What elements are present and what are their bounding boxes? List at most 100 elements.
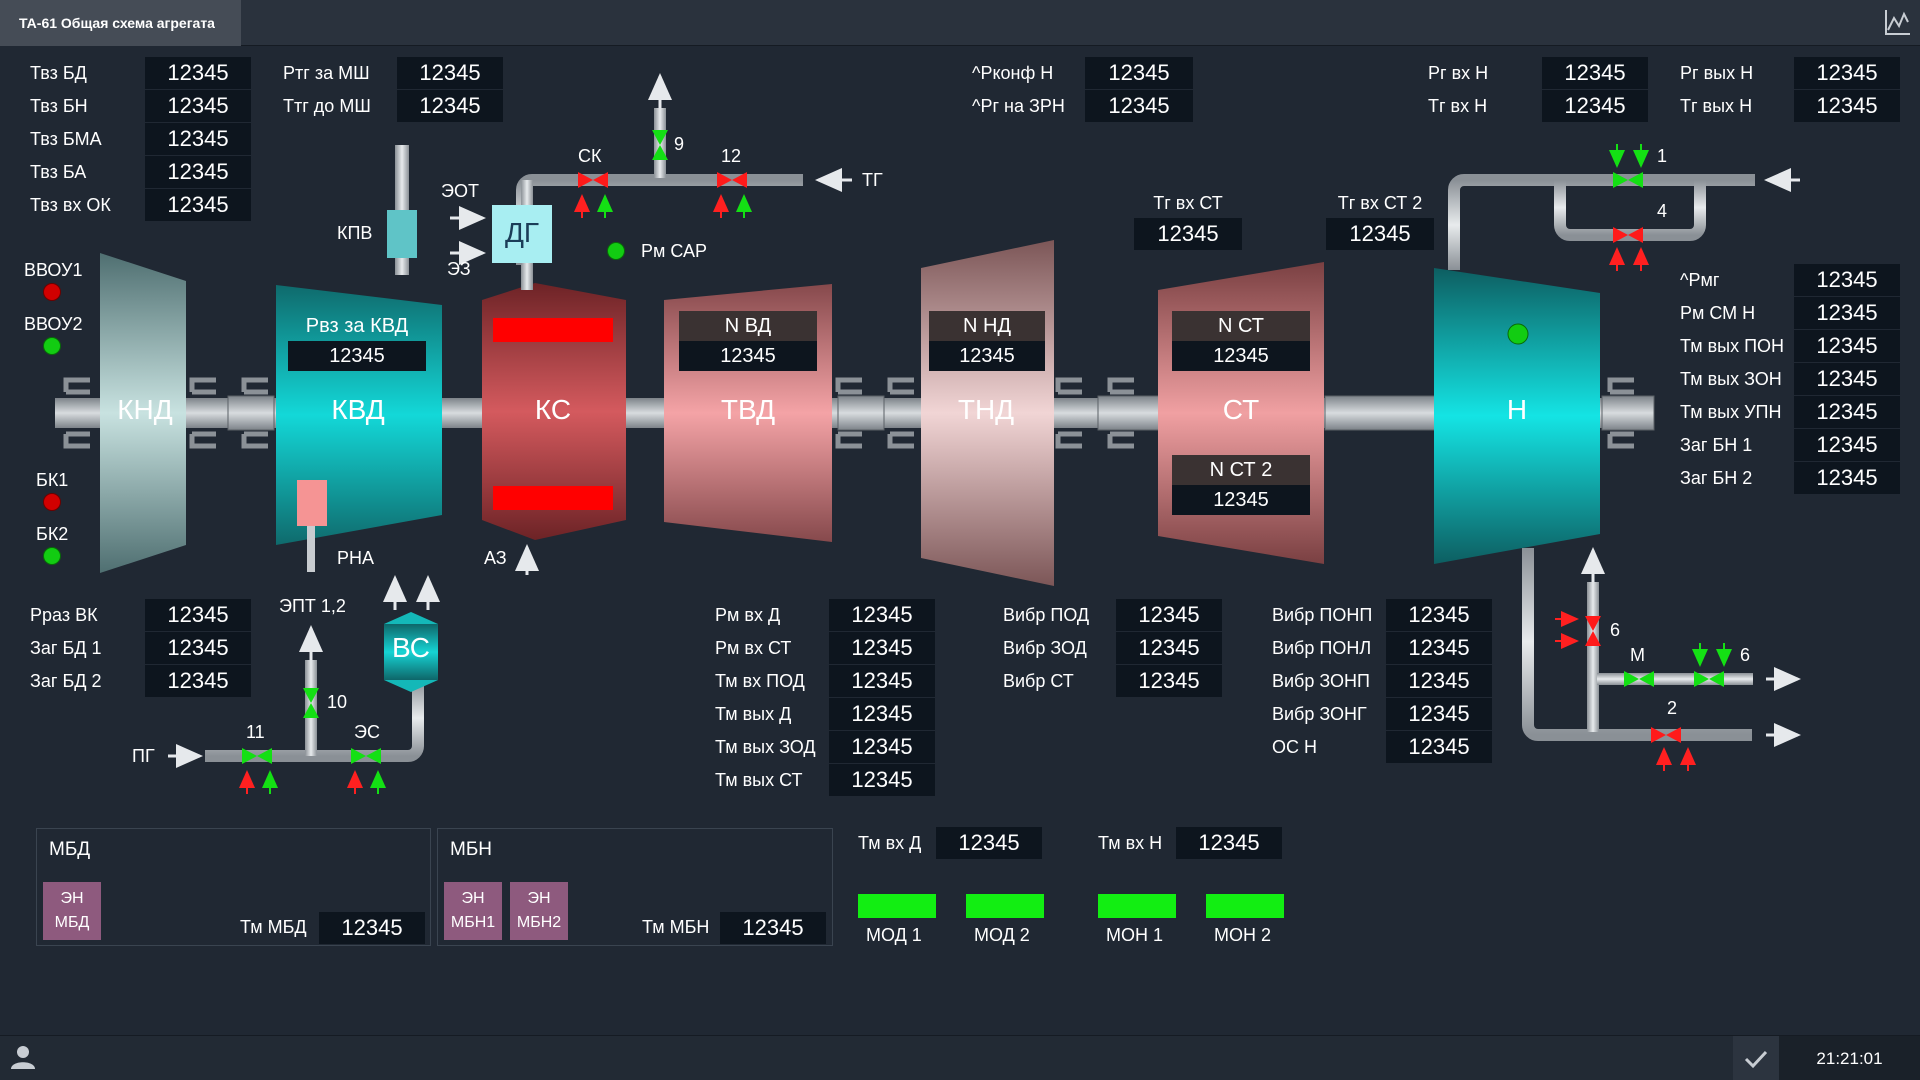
left-param-value: 12345 <box>145 90 251 122</box>
mbd-pump-button[interactable]: ЭН МБД <box>43 882 101 940</box>
label-valve-4[interactable]: 4 <box>1657 201 1668 221</box>
label-kpv: КПВ <box>337 223 373 243</box>
reg-param-label: ^Рконф Н <box>972 63 1054 83</box>
left-param-label: Твз БД <box>30 63 87 83</box>
n-status-lamp <box>1507 323 1529 345</box>
label-valve-9[interactable]: 9 <box>674 134 685 154</box>
oil-param-value: 12345 <box>829 764 935 796</box>
vibr-pump-param-value: 12345 <box>1386 632 1492 664</box>
mbn-pump2-button[interactable]: ЭН МБН2 <box>510 882 568 940</box>
valves <box>242 130 1724 764</box>
right-param-label: ^Рмг <box>1680 270 1720 290</box>
unit-vs[interactable]: ВС <box>392 632 430 663</box>
ks-flame-top <box>493 318 613 342</box>
vibr-pump-param-value: 12345 <box>1386 599 1492 631</box>
left-param-value: 12345 <box>145 156 251 188</box>
st-inlet-temp-label: Тг вх СТ <box>1153 193 1223 213</box>
label-valve-2[interactable]: 2 <box>1667 698 1678 718</box>
right-param-value: 12345 <box>1794 264 1900 296</box>
mbn-title: МБН <box>450 839 493 860</box>
unit-ks[interactable]: КС <box>534 394 572 425</box>
label-valve-6a[interactable]: 6 <box>1610 620 1621 640</box>
label-az: АЗ <box>484 548 507 568</box>
bk2-lamp <box>43 547 61 565</box>
label-es: ЭС <box>354 722 380 742</box>
top-bar: ТА-61 Общая схема агрегата <box>0 0 1920 46</box>
right-param-label: Рм СМ Н <box>1680 303 1756 323</box>
vibr-engine-param-value: 12345 <box>1116 665 1222 697</box>
oil-param-value: 12345 <box>829 731 935 763</box>
label-sk: СК <box>578 146 602 166</box>
mbd-title: МБД <box>49 839 91 860</box>
mod1-indicator[interactable] <box>858 894 936 918</box>
label-valve-11[interactable]: 11 <box>246 722 265 742</box>
label-valve-6b[interactable]: 6 <box>1740 645 1751 665</box>
st-power2-value: 12345 <box>1172 485 1310 515</box>
mbn-pump1-button[interactable]: ЭН МБН1 <box>444 882 502 940</box>
reg-param-value: 12345 <box>1085 57 1193 89</box>
label-rm-sar: Рм САР <box>641 241 707 261</box>
vibr-pump-param-value: 12345 <box>1386 698 1492 730</box>
unit-dg[interactable]: ДГ <box>504 217 540 248</box>
fuel-param-value: 12345 <box>397 57 503 89</box>
rm-sar-lamp <box>607 242 625 260</box>
label-m: М <box>1630 645 1645 665</box>
unit-tvd[interactable]: ТВД <box>720 394 776 425</box>
label-eot: ЭОТ <box>441 181 479 201</box>
right-param-label: Заг БН 2 <box>1680 468 1753 488</box>
right-param-value: 12345 <box>1794 429 1900 461</box>
st-power1-label: N СТ <box>1172 311 1310 341</box>
label-ez: ЭЗ <box>447 259 471 279</box>
mon1-indicator[interactable] <box>1098 894 1176 918</box>
right-param-label: Заг БН 1 <box>1680 435 1753 455</box>
gas-in-param-value: 12345 <box>1542 90 1648 122</box>
unit-knd[interactable]: КНД <box>117 394 173 425</box>
right-param-value: 12345 <box>1794 297 1900 329</box>
label-bk2: БК2 <box>36 524 69 544</box>
ks-body <box>482 283 626 540</box>
oil-param-value: 12345 <box>829 599 935 631</box>
vvou1-lamp <box>43 283 61 301</box>
lower-left-param-label: Заг БД 1 <box>30 638 102 658</box>
tnd-power-label: N НД <box>929 311 1045 341</box>
chart-line-icon[interactable] <box>1874 0 1920 46</box>
mod2-indicator[interactable] <box>966 894 1044 918</box>
right-param-label: Тм вых УПН <box>1680 402 1782 422</box>
unit-n[interactable]: Н <box>1506 394 1528 425</box>
tnd-power-box: N НД 12345 <box>929 311 1045 371</box>
mbn-temp-value: 12345 <box>720 912 826 944</box>
label-valve-12[interactable]: 12 <box>721 146 742 166</box>
left-param-value: 12345 <box>145 123 251 155</box>
kvd-pressure-box: Рвз за КВД 12345 <box>288 311 426 371</box>
st-inlet-temp-label: Тг вх СТ 2 <box>1337 193 1423 213</box>
unit-kvd[interactable]: КВД <box>331 394 385 425</box>
gas-out-param-label: Рг вых Н <box>1680 63 1754 83</box>
gas-out-param-label: Тг вых Н <box>1680 96 1753 116</box>
st-power2-box: N СТ 2 12345 <box>1172 455 1310 515</box>
gas-out-param-value: 12345 <box>1794 57 1900 89</box>
lower-left-param-value: 12345 <box>145 599 251 631</box>
label-rna: РНА <box>337 548 375 568</box>
label-valve-10[interactable]: 10 <box>327 692 348 712</box>
gas-in-param-label: Рг вх Н <box>1428 63 1489 83</box>
label-tg: ТГ <box>862 170 883 190</box>
vibr-engine-param-value: 12345 <box>1116 632 1222 664</box>
unit-tnd[interactable]: ТНД <box>957 394 1015 425</box>
gas-out-param-value: 12345 <box>1794 90 1900 122</box>
st-power1-box: N СТ 12345 <box>1172 311 1310 371</box>
mon2-indicator[interactable] <box>1206 894 1284 918</box>
user-icon[interactable] <box>0 1036 46 1080</box>
tm-in-n-label: Тм вх Н <box>1098 833 1163 853</box>
check-icon[interactable] <box>1733 1036 1779 1080</box>
vibr-pump-param-label: Вибр ПОНЛ <box>1272 638 1372 658</box>
lower-left-param-label: Рраз ВК <box>30 605 98 625</box>
unit-st[interactable]: СТ <box>1222 394 1260 425</box>
lower-left-param-value: 12345 <box>145 665 251 697</box>
label-valve-1[interactable]: 1 <box>1657 146 1668 166</box>
vibr-pump-param-value: 12345 <box>1386 665 1492 697</box>
tab-general-scheme[interactable]: ТА-61 Общая схема агрегата <box>0 0 241 46</box>
oil-param-value: 12345 <box>829 665 935 697</box>
tvd-power-label: N ВД <box>679 311 817 341</box>
right-param-label: Тм вых ПОН <box>1680 336 1785 356</box>
